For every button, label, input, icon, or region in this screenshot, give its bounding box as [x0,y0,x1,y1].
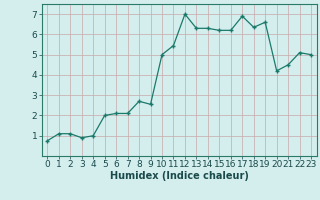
X-axis label: Humidex (Indice chaleur): Humidex (Indice chaleur) [110,171,249,181]
